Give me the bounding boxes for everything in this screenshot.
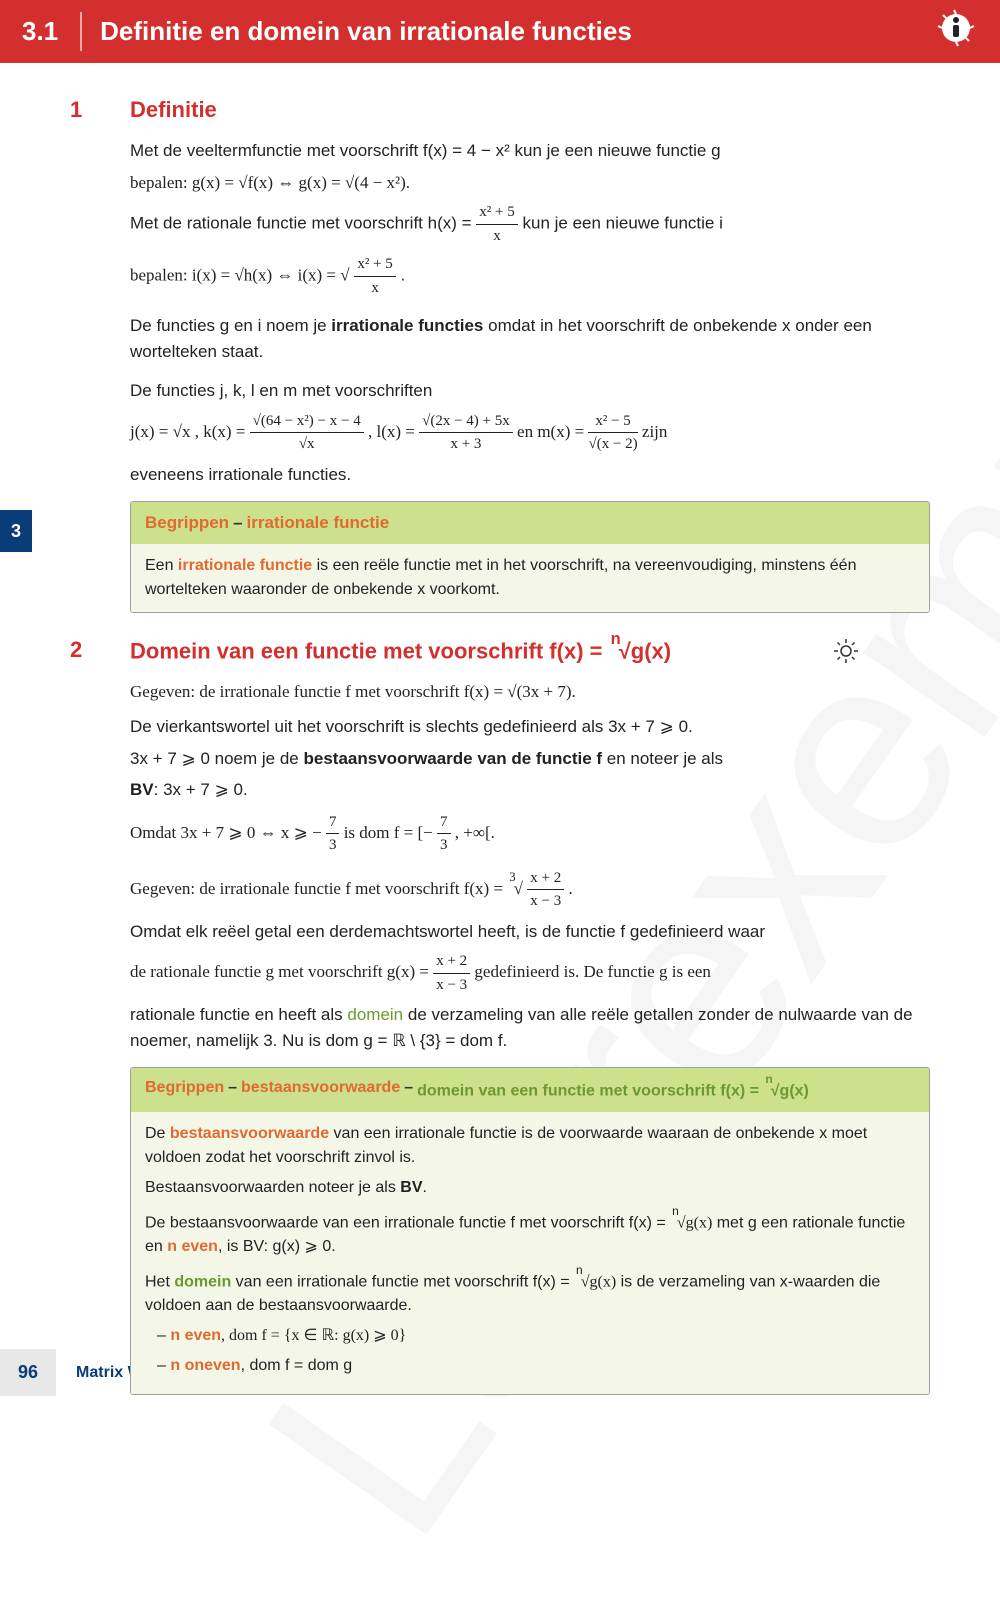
text: gedefinieerd is. De functie g is een	[474, 962, 711, 981]
fraction: √(2x − 4) + 5x x + 3	[419, 410, 513, 456]
text: rationale functie en heeft als	[130, 1005, 347, 1024]
label: BV	[400, 1179, 422, 1196]
box-label: Begrippen	[145, 1076, 224, 1103]
text: –	[233, 510, 242, 536]
text: van een irrationale functie met voorschr…	[231, 1273, 574, 1290]
box-2-header: Begrippen – bestaansvoorwaarde – domein …	[131, 1068, 929, 1111]
term: bestaansvoorwaarde	[170, 1125, 329, 1142]
term: n even	[170, 1327, 221, 1344]
text: zijn	[642, 421, 668, 440]
text: de rationale functie g met voorschrift g…	[130, 962, 433, 981]
text: Gegeven: de irrationale functie f met vo…	[130, 879, 507, 898]
text: Bestaansvoorwaarden noteer je als	[145, 1179, 400, 1196]
term: n oneven	[170, 1357, 240, 1374]
text: is dom f = [−	[344, 823, 433, 842]
definition-box-2: Begrippen – bestaansvoorwaarde – domein …	[130, 1067, 930, 1395]
text: eveneens irrationale functies.	[130, 462, 930, 488]
term: irrationale functies	[331, 316, 483, 335]
term-domain: domein	[174, 1273, 231, 1290]
section-1-heading: 1 Definitie	[70, 93, 930, 126]
text: .	[568, 879, 572, 898]
text: Een	[145, 557, 178, 574]
info-icon	[936, 8, 976, 56]
term-domain: domein	[347, 1005, 403, 1024]
text: De functies g en i noem je	[130, 316, 331, 335]
section-1-para2: De functies g en i noem je irrationale f…	[130, 313, 930, 364]
text: Gegeven: de irrationale functie f met vo…	[130, 679, 930, 705]
text: Met de rationale functie met voorschrift…	[130, 213, 476, 232]
box-1-body: Een irrationale functie is een reële fun…	[131, 544, 929, 612]
label: BV	[130, 780, 154, 799]
box-topic-2: domein van een functie met voorschrift f…	[417, 1076, 809, 1103]
definition-box-1: Begrippen – irrationale functie Een irra…	[130, 501, 930, 613]
text: Het	[145, 1273, 174, 1290]
section-1-body: Met de veeltermfunctie met voorschrift f…	[130, 138, 930, 299]
fraction: x² + 5 x	[476, 201, 517, 247]
text: .	[401, 265, 406, 284]
formula: √g(x)	[581, 1273, 616, 1290]
term: n even	[167, 1238, 218, 1255]
text: Omdat elk reëel getal een derdemachtswor…	[130, 919, 930, 945]
text: : 3x + 7 ⩾ 0.	[154, 780, 248, 799]
term: bestaansvoorwaarde van de functie f	[304, 749, 603, 768]
text: en noteer je als	[602, 749, 723, 768]
formula: bepalen: i(x) = √h(x) ⇔ i(x) = √	[130, 265, 350, 284]
section-1-num: 1	[70, 93, 130, 126]
page-header: 3.1 Definitie en domein van irrationale …	[0, 0, 1000, 63]
text: De vierkantswortel uit het voorschrift i…	[130, 714, 930, 740]
text: , is BV: g(x) ⩾ 0.	[218, 1238, 336, 1255]
section-2-num: 2	[70, 633, 130, 666]
section-1-title: Definitie	[130, 93, 217, 126]
fraction: x² + 5 x	[354, 253, 395, 299]
formula: √g(x)	[677, 1214, 712, 1231]
text: , +∞[.	[455, 823, 495, 842]
section-1-para3: De functies j, k, l en m met voorschrift…	[130, 378, 930, 487]
box-topic: irrationale functie	[247, 510, 390, 536]
formula: j(x) = √x , k(x) =	[130, 421, 250, 440]
box-1-header: Begrippen – irrationale functie	[131, 502, 929, 544]
text: kun je een nieuwe functie i	[523, 213, 723, 232]
chapter-title: Definitie en domein van irrationale func…	[100, 12, 632, 51]
section-2-title: Domein van een functie met voorschrift f…	[130, 633, 671, 667]
text: –	[404, 1076, 413, 1103]
text: , dom f = {x ∈ ℝ: g(x) ⩾ 0}	[221, 1327, 406, 1344]
section-2-heading: 2 Domein van een functie met voorschrift…	[70, 633, 930, 667]
text: en m(x) =	[517, 421, 588, 440]
text: –	[228, 1076, 237, 1103]
text: , dom f = dom g	[241, 1357, 353, 1374]
section-2-body: Gegeven: de irrationale functie f met vo…	[130, 679, 930, 1054]
text: Met de veeltermfunctie met voorschrift f…	[130, 141, 721, 160]
text: De	[145, 1125, 170, 1142]
text: .	[423, 1179, 427, 1196]
text: 3x + 7 ⩾ 0 noem je de	[130, 749, 304, 768]
term: irrationale functie	[178, 557, 312, 574]
box-2-body: De bestaansvoorwaarde van een irrational…	[131, 1112, 929, 1395]
chapter-number: 3.1	[0, 12, 82, 51]
text: De functies j, k, l en m met voorschrift…	[130, 378, 930, 404]
fraction: x² − 5 √(x − 2)	[588, 410, 637, 456]
box-topic: bestaansvoorwaarde	[241, 1076, 400, 1103]
text: Omdat 3x + 7 ⩾ 0 ⇔ x ⩾ −	[130, 823, 322, 842]
fraction: √(64 − x²) − x − 4 √x	[250, 410, 364, 456]
text: De bestaansvoorwaarde van een irrational…	[145, 1214, 670, 1231]
text: , l(x) =	[368, 421, 419, 440]
gear-icon	[832, 637, 860, 673]
fraction: 7 3	[437, 811, 451, 857]
formula: bepalen: g(x) = √f(x) ⇔ g(x) = √(4 − x²)…	[130, 173, 410, 192]
fraction: 7 3	[326, 811, 340, 857]
box-label: Begrippen	[145, 510, 229, 536]
fraction: x + 2 x − 3	[527, 867, 564, 913]
fraction: x + 2 x − 3	[433, 950, 470, 996]
